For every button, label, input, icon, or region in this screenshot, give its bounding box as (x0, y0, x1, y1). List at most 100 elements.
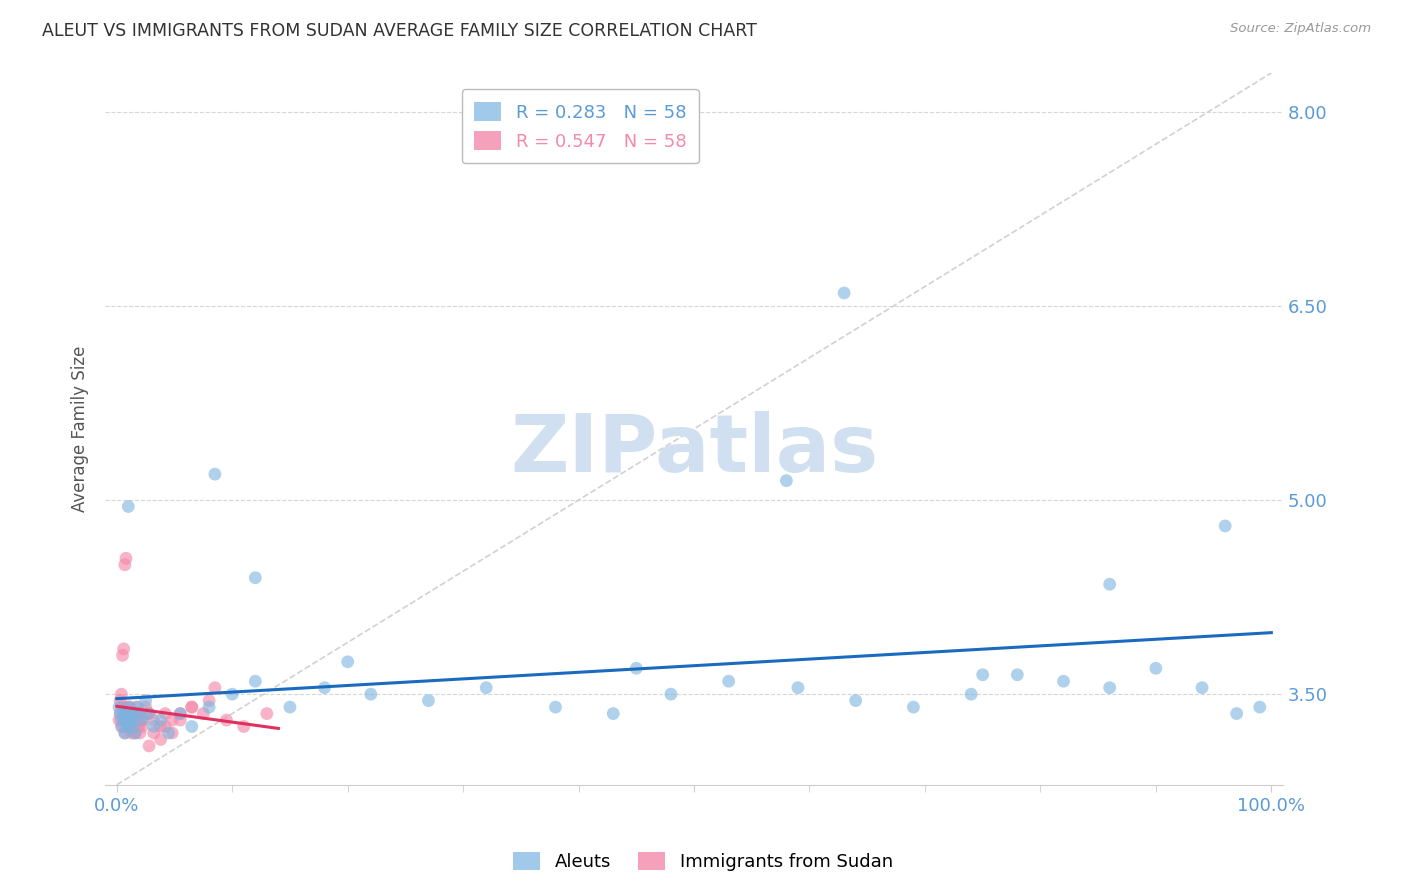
Point (127, 700, 149, 714)
Point (149, 713, 172, 727)
Point (115, 706, 138, 721)
Point (117, 719, 139, 733)
Point (117, 500, 139, 514)
Point (215, 713, 238, 727)
Point (193, 706, 215, 721)
Point (903, 700, 925, 714)
Point (114, 726, 136, 740)
Point (131, 713, 153, 727)
Point (245, 571, 267, 585)
Legend: R = 0.283   N = 58, R = 0.547   N = 58: R = 0.283 N = 58, R = 0.547 N = 58 (461, 89, 699, 163)
Point (108, 713, 131, 727)
Point (180, 719, 202, 733)
Point (131, 713, 153, 727)
Point (142, 713, 165, 727)
Point (135, 693, 157, 707)
Point (221, 687, 243, 701)
Point (128, 719, 150, 733)
Point (125, 700, 148, 714)
Point (1226, 706, 1249, 721)
Point (169, 706, 191, 721)
Point (1052, 674, 1074, 689)
Text: ALEUT VS IMMIGRANTS FROM SUDAN AVERAGE FAMILY SIZE CORRELATION CHART: ALEUT VS IMMIGRANTS FROM SUDAN AVERAGE F… (42, 22, 756, 40)
Point (1213, 519, 1236, 533)
Point (131, 719, 153, 733)
Point (960, 687, 983, 701)
Point (110, 706, 132, 721)
Point (122, 713, 145, 727)
Point (1098, 681, 1121, 695)
Point (198, 693, 221, 707)
Point (118, 719, 141, 733)
Point (475, 681, 498, 695)
Point (149, 732, 172, 747)
Point (128, 726, 150, 740)
Point (110, 706, 132, 721)
Point (138, 739, 160, 753)
Point (115, 706, 138, 721)
Point (115, 713, 138, 727)
Text: Source: ZipAtlas.com: Source: ZipAtlas.com (1230, 22, 1371, 36)
Point (108, 700, 131, 714)
Text: ZIPatlas: ZIPatlas (510, 411, 879, 489)
Point (122, 719, 145, 733)
Point (180, 700, 202, 714)
Point (111, 648, 134, 663)
Point (128, 713, 150, 727)
Point (120, 713, 142, 727)
Point (110, 693, 132, 707)
Point (138, 706, 160, 721)
Point (110, 687, 132, 701)
Point (135, 706, 157, 721)
Point (120, 713, 142, 727)
Point (142, 719, 165, 733)
Point (602, 706, 624, 721)
Point (111, 719, 134, 733)
Point (114, 558, 136, 572)
Point (121, 719, 143, 733)
Point (138, 706, 160, 721)
Point (111, 700, 134, 714)
Point (122, 706, 145, 721)
Point (314, 681, 336, 695)
Point (1191, 681, 1213, 695)
Point (204, 467, 226, 482)
Point (787, 681, 810, 695)
Point (1144, 661, 1167, 675)
Point (278, 700, 301, 714)
Point (142, 726, 165, 740)
Point (124, 726, 146, 740)
Point (845, 693, 868, 707)
Point (135, 700, 157, 714)
Point (775, 474, 797, 488)
Point (155, 706, 177, 721)
Point (112, 706, 135, 721)
Point (160, 713, 183, 727)
Point (115, 700, 138, 714)
Point (115, 719, 138, 733)
Point (1007, 667, 1029, 681)
Point (232, 719, 254, 733)
Point (124, 713, 146, 727)
Point (155, 719, 177, 733)
Point (112, 641, 135, 656)
Point (114, 726, 136, 740)
Point (127, 706, 149, 721)
Point (149, 719, 172, 733)
Point (128, 706, 150, 721)
Legend: Aleuts, Immigrants from Sudan: Aleuts, Immigrants from Sudan (506, 845, 900, 879)
Point (121, 726, 143, 740)
Point (336, 655, 359, 669)
Point (112, 713, 135, 727)
Y-axis label: Average Family Size: Average Family Size (72, 346, 89, 512)
Point (717, 674, 740, 689)
Point (127, 706, 149, 721)
Point (160, 726, 183, 740)
Point (626, 661, 648, 675)
Point (1249, 700, 1271, 714)
Point (117, 706, 139, 721)
Point (169, 706, 191, 721)
Point (256, 706, 278, 721)
Point (972, 667, 994, 681)
Point (832, 285, 855, 300)
